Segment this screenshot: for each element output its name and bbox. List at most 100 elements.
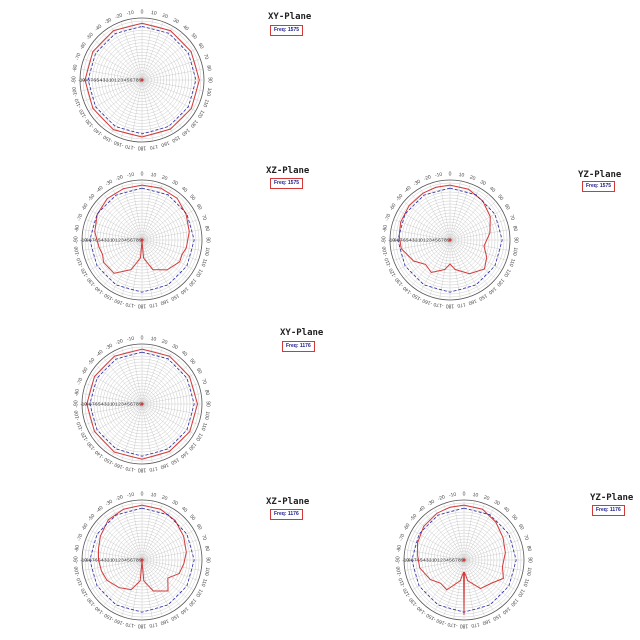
angle-tick-label: -120 <box>80 587 90 599</box>
angle-tick-label: 40 <box>181 24 189 32</box>
grid-spoke <box>141 559 163 617</box>
radial-tick-label: -4 <box>100 558 104 563</box>
grid-spoke <box>397 239 451 271</box>
angle-tick-label: 70 <box>508 214 516 221</box>
grid-spoke <box>120 79 143 139</box>
grid-spoke <box>141 239 173 293</box>
grid-spoke <box>131 403 143 464</box>
angle-tick-label: -150 <box>103 456 115 466</box>
grid-spoke <box>463 559 495 613</box>
angle-tick-label: 160 <box>159 461 169 470</box>
angle-tick-label: 140 <box>179 605 189 615</box>
angle-tick-label: 140 <box>180 127 190 137</box>
grid-spoke <box>404 559 465 571</box>
grid-spoke <box>141 559 153 620</box>
radial-tick-label: -9 <box>407 558 411 563</box>
radial-tick-label: 0 <box>434 558 437 563</box>
freq-badge: Freq: 1176 <box>592 505 625 516</box>
angle-tick-label: -140 <box>94 605 106 616</box>
angle-tick-label: -170 <box>125 301 136 309</box>
angle-tick-label: 20 <box>483 495 490 503</box>
radial-tick-label: 3 <box>121 238 124 243</box>
angle-tick-label: -70 <box>384 213 392 222</box>
radial-tick-label: 2 <box>118 402 121 407</box>
angle-tick-label: -150 <box>102 133 114 143</box>
center-point <box>140 78 144 82</box>
radial-tick-label: 2 <box>440 558 443 563</box>
grid-spoke <box>453 500 465 561</box>
reference-series-line <box>87 25 197 135</box>
grid-spoke <box>141 549 202 561</box>
grid-spoke <box>141 183 163 241</box>
grid-spoke <box>433 559 465 613</box>
polar-plot: 0 10 2030405060708090100110120130140150160… <box>73 491 210 629</box>
angle-tick-label: 110 <box>199 258 207 268</box>
grid-spoke <box>83 79 143 102</box>
angle-tick-label: -110 <box>76 421 85 432</box>
radial-tick-label: -3 <box>425 558 429 563</box>
grid-spoke <box>141 403 153 464</box>
grid-spoke <box>463 507 495 561</box>
polar-plot: 0 10 2030405060708090100110120130140150160… <box>73 171 210 309</box>
angle-tick-label: -110 <box>384 257 393 268</box>
polar-plot: 0 10 2030405060708090100110120130140150160… <box>73 335 210 472</box>
grid-spoke <box>131 500 143 561</box>
angle-tick-label: -160 <box>436 617 448 626</box>
angle-tick-label: 180 <box>138 145 147 151</box>
angle-tick-label: -140 <box>402 285 414 296</box>
grid-spoke <box>429 239 451 297</box>
radial-tick-label: -9 <box>85 238 89 243</box>
angle-tick-label: -150 <box>103 612 115 622</box>
grid-spoke <box>453 559 465 620</box>
radial-tick-label: 3 <box>121 402 124 407</box>
angle-tick-label: 60 <box>195 523 203 531</box>
radial-tick-label: 1 <box>114 78 117 83</box>
grid-spoke <box>463 559 485 617</box>
angle-tick-label: 100 <box>525 567 532 576</box>
angle-tick-label: -40 <box>95 185 105 194</box>
grid-spoke <box>463 549 524 561</box>
radial-tick-label: 5 <box>435 238 438 243</box>
radial-tick-label: 2 <box>118 238 121 243</box>
radial-tick-label: 8 <box>136 402 139 407</box>
chart-title: XZ-Plane <box>266 497 310 507</box>
grid-spoke <box>141 344 153 405</box>
angle-tick-label: -140 <box>94 449 106 460</box>
angle-tick-label: 50 <box>496 194 504 202</box>
angle-tick-label: -20 <box>115 338 124 346</box>
angle-tick-label: -20 <box>423 174 432 182</box>
angle-tick-label: -130 <box>85 118 96 130</box>
grid-spoke <box>111 507 143 561</box>
grid-spoke <box>131 18 143 81</box>
grid-spoke <box>449 187 481 241</box>
radial-tick-label: -2 <box>104 78 108 83</box>
angle-tick-label: 0 <box>463 491 466 497</box>
grid-spoke <box>141 48 196 81</box>
angle-tick-label: 130 <box>187 277 197 287</box>
polar-chart-xz-1575: 0 10 20 30 40 50 60 70 80 90 100 110 120 130 140 150 160… <box>0 160 320 320</box>
radial-tick-label: -6 <box>94 558 98 563</box>
grid-spoke <box>449 239 503 271</box>
angle-tick-label: 110 <box>201 98 209 108</box>
grid-spoke <box>111 559 143 613</box>
reference-series-line <box>89 187 195 293</box>
grid-spoke <box>407 539 465 561</box>
grid-spoke <box>393 219 451 241</box>
radial-tick-label: 2 <box>426 238 429 243</box>
angle-tick-label: -170 <box>125 621 136 629</box>
radial-tick-label: 4 <box>124 78 127 83</box>
grid-spoke <box>131 559 143 620</box>
grid-spoke <box>463 539 521 561</box>
angle-tick-label: -60 <box>81 522 90 531</box>
grid-spoke <box>403 201 451 241</box>
grid-spoke <box>141 18 153 81</box>
angle-tick-label: -90 <box>395 556 401 563</box>
radial-tick-label: 7 <box>133 402 136 407</box>
radial-tick-label: 1 <box>115 402 118 407</box>
angle-tick-label: 120 <box>516 588 525 598</box>
angle-tick-label: -140 <box>94 285 106 296</box>
grid-spoke <box>80 69 143 81</box>
grid-spoke <box>141 239 202 251</box>
angle-tick-label: 0 <box>141 491 144 497</box>
grid-spoke <box>141 209 195 241</box>
